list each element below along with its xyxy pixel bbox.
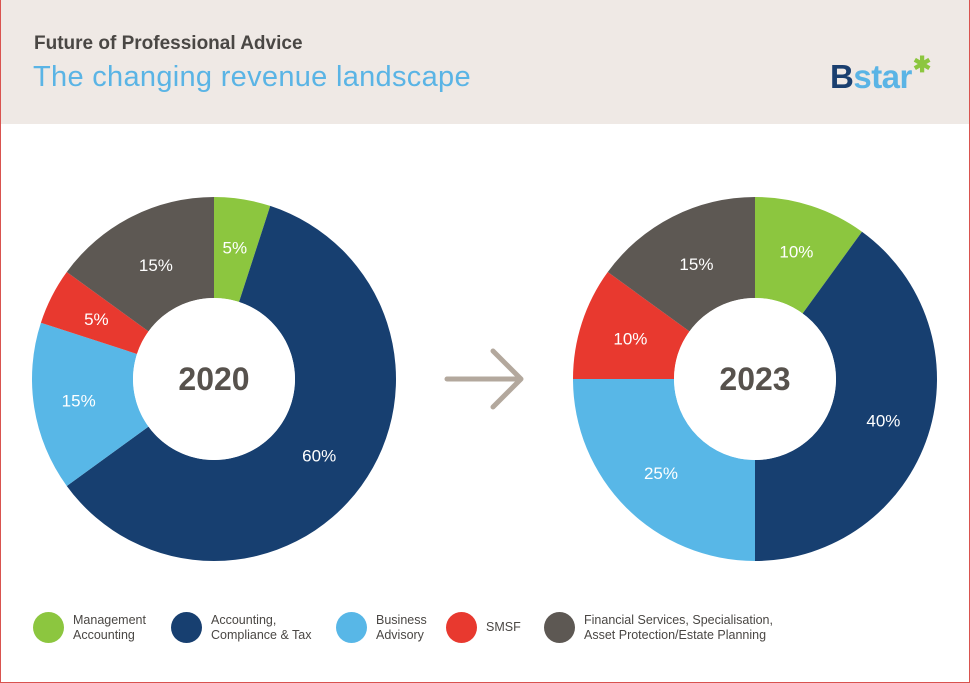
slice-data-label: 15%: [139, 256, 173, 275]
legend-swatch: [336, 612, 367, 643]
slice-data-label: 15%: [679, 255, 713, 274]
legend-swatch: [171, 612, 202, 643]
donut-hole: [674, 298, 836, 460]
slice-data-label: 10%: [613, 330, 647, 349]
donut-slice-smsf: [40, 272, 149, 354]
legend-item-smsf: SMSF: [446, 612, 521, 643]
donut-center-year: 2020: [178, 361, 249, 397]
arrow-right-icon: [444, 348, 524, 410]
header-banner: Future of Professional Advice The changi…: [0, 0, 970, 124]
slice-data-label: 40%: [866, 412, 900, 431]
legend-item-management: Management Accounting: [33, 612, 146, 643]
slice-data-label: 15%: [62, 391, 96, 410]
legend-label: Financial Services, Specialisation, Asse…: [584, 612, 773, 642]
donut-chart-2023: 10% 40% 25% 10% 15% 2023: [573, 197, 937, 561]
page-title: The changing revenue landscape: [33, 61, 471, 93]
slice-data-label: 5%: [223, 239, 248, 258]
slice-data-label: 25%: [644, 464, 678, 483]
donut-slice-management: [755, 197, 862, 314]
legend-swatch: [446, 612, 477, 643]
legend-item-financial: Financial Services, Specialisation, Asse…: [544, 612, 773, 643]
donut-slice-business: [31, 322, 149, 486]
page-kicker: Future of Professional Advice: [34, 33, 303, 54]
donut-slice-financial: [66, 197, 214, 332]
slice-data-label: 10%: [779, 243, 813, 262]
legend-item-business: Business Advisory: [336, 612, 427, 643]
legend-label: SMSF: [486, 620, 521, 634]
legend-item-accounting: Accounting, Compliance & Tax: [171, 612, 312, 643]
donut-chart-2020: 5% 60% 15% 5% 15% 2020: [31, 197, 396, 562]
donut-charts: 5% 60% 15% 5% 15% 2020 10% 40% 25% 10% 15% 2023: [31, 197, 937, 562]
donut-slice-accounting: [66, 205, 396, 562]
legend-swatch: [33, 612, 64, 643]
donut-slice-accounting: [755, 231, 937, 561]
legend-label: Management Accounting: [73, 612, 146, 642]
donut-slice-smsf: [573, 272, 690, 379]
donut-hole: [133, 298, 295, 460]
slice-data-label: 5%: [84, 310, 109, 329]
asterisk-icon: ✱: [912, 52, 931, 77]
legend-label: Business Advisory: [376, 612, 427, 642]
legend-label: Accounting, Compliance & Tax: [211, 612, 312, 642]
bstar-logo: Bstar✱: [830, 52, 931, 95]
donut-center-year: 2023: [719, 361, 790, 397]
legend-swatch: [544, 612, 575, 643]
slice-data-label: 60%: [302, 446, 336, 465]
donut-slice-business: [573, 379, 755, 561]
legend: Management Accounting Accounting, Compli…: [0, 612, 970, 662]
donut-slice-management: [214, 197, 271, 302]
donut-slice-financial: [607, 197, 755, 332]
